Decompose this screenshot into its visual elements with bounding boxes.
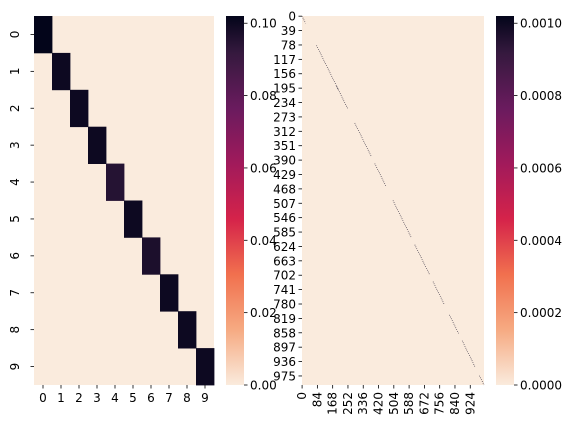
x-tick-label: 336 <box>356 392 370 415</box>
colorbar-right: 0.0000 0.0002 0.0004 0.0006 0.0008 0.0010 <box>496 16 562 393</box>
colorbar-tick-label: 0.0010 <box>520 17 562 31</box>
heatmap-right-diagonal <box>414 244 430 275</box>
y-tick-label: 195 <box>273 82 296 96</box>
x-tick-label: 0 <box>39 391 47 405</box>
y-tick-label: 585 <box>273 226 296 240</box>
colorbar-tick-label: 0.10 <box>250 17 277 31</box>
colorbar-tick-label: 0.02 <box>250 306 277 320</box>
heatmap-left-cell <box>34 16 53 54</box>
x-tick-label: 8 <box>183 391 191 405</box>
y-tick-label: 663 <box>273 254 296 268</box>
y-tick-label: 1 <box>8 68 22 76</box>
colorbar-tick-label: 0.0000 <box>520 379 562 393</box>
x-tick-label: 756 <box>433 392 447 415</box>
x-tick-label: 672 <box>417 392 431 415</box>
colorbar-tick-label: 0.0006 <box>520 161 562 175</box>
heatmap-right-diagonal <box>449 314 459 334</box>
y-tick-label: 507 <box>273 197 296 211</box>
y-tick-label: 975 <box>273 369 296 383</box>
colorbar-tick-label: 0.08 <box>250 89 277 103</box>
x-tick-label: 2 <box>75 391 83 405</box>
y-tick-label: 897 <box>273 341 296 355</box>
colorbar-gradient <box>226 16 244 385</box>
y-tick-label: 546 <box>273 211 296 225</box>
colorbar-left: 0.00 0.02 0.04 0.06 0.08 0.10 <box>226 16 277 393</box>
heatmap-right-diagonal <box>392 200 412 238</box>
x-tick-label: 924 <box>463 392 477 415</box>
y-tick-label: 936 <box>273 355 296 369</box>
x-tick-label: 252 <box>341 392 355 415</box>
heatmap-left-cell <box>142 237 161 275</box>
x-tick-label: 0 <box>295 392 309 400</box>
y-tick-label: 117 <box>273 53 296 67</box>
x-tick-label: 420 <box>372 392 386 415</box>
y-tick-label: 2 <box>8 104 22 112</box>
heatmap-right-diagonal <box>301 15 306 24</box>
y-tick-label: 39 <box>281 24 296 38</box>
x-tick-label: 9 <box>201 391 209 405</box>
colorbar-tick-label: 0.0004 <box>520 234 562 248</box>
y-tick-label: 5 <box>8 215 22 223</box>
heatmap-right-diagonal <box>374 163 387 186</box>
y-tick-label: 741 <box>273 283 296 297</box>
x-tick-label: 504 <box>387 392 401 415</box>
heatmap-left-cell <box>106 163 125 201</box>
colorbar-tick-label: 0.06 <box>250 161 277 175</box>
heatmap-right-diagonal <box>432 281 445 304</box>
y-tick-label: 0 <box>8 31 22 39</box>
y-tick-label: 3 <box>8 141 22 149</box>
x-tick-label: 1 <box>57 391 65 405</box>
colorbar-tick-label: 0.00 <box>250 379 277 393</box>
x-tick-label: 840 <box>448 392 462 415</box>
y-tick-label: 7 <box>8 289 22 297</box>
x-tick-label: 3 <box>93 391 101 405</box>
y-tick-label: 624 <box>273 240 296 254</box>
x-tick-label: 84 <box>310 392 324 407</box>
heatmap-right-diagonal <box>354 122 372 157</box>
y-tick-label: 273 <box>273 110 296 124</box>
colorbar-tick-label: 0.0002 <box>520 306 562 320</box>
colorbar-gradient <box>496 16 514 385</box>
x-tick-label: 5 <box>129 391 137 405</box>
colorbar-tick-label: 0.04 <box>250 234 277 248</box>
y-tick-label: 819 <box>273 312 296 326</box>
y-tick-label: 390 <box>273 154 296 168</box>
heatmap-left-cell <box>160 274 179 312</box>
x-tick-label: 6 <box>147 391 155 405</box>
heatmap-right-diagonal <box>316 45 339 90</box>
y-tick-label: 234 <box>273 96 296 110</box>
heatmap-right-diagonal <box>479 375 485 386</box>
y-tick-label: 9 <box>8 363 22 371</box>
heatmap-left-cell <box>196 348 215 386</box>
colorbar-tick-label: 0.0008 <box>520 89 562 103</box>
heatmap-right: 0 84 168 252 336 420 504 588 672 756 840 9240397811… <box>273 10 485 415</box>
y-tick-label: 156 <box>273 67 296 81</box>
y-tick-label: 858 <box>273 326 296 340</box>
y-tick-label: 8 <box>8 326 22 334</box>
x-tick-label: 168 <box>326 392 340 415</box>
y-tick-label: 351 <box>273 139 296 153</box>
x-tick-label: 4 <box>111 391 119 405</box>
y-tick-label: 4 <box>8 178 22 186</box>
heatmap-left-cell <box>124 200 143 238</box>
y-tick-label: 429 <box>273 168 296 182</box>
y-tick-label: 468 <box>273 182 296 196</box>
heatmap-left-cell <box>52 52 71 91</box>
y-tick-label: 312 <box>273 125 296 139</box>
heatmap-left-cell <box>88 126 107 164</box>
x-tick-label: 7 <box>165 391 173 405</box>
heatmap-left-cell <box>178 311 197 349</box>
y-tick-label: 702 <box>273 269 296 283</box>
y-tick-label: 0 <box>288 10 296 24</box>
heatmap-left-cell <box>70 89 89 128</box>
y-tick-label: 78 <box>281 38 296 52</box>
heatmap-right-diagonal <box>461 340 476 367</box>
heatmap-right-diagonal <box>336 85 348 109</box>
x-tick-label: 588 <box>402 392 416 415</box>
y-tick-label: 6 <box>8 252 22 260</box>
y-tick-label: 780 <box>273 298 296 312</box>
